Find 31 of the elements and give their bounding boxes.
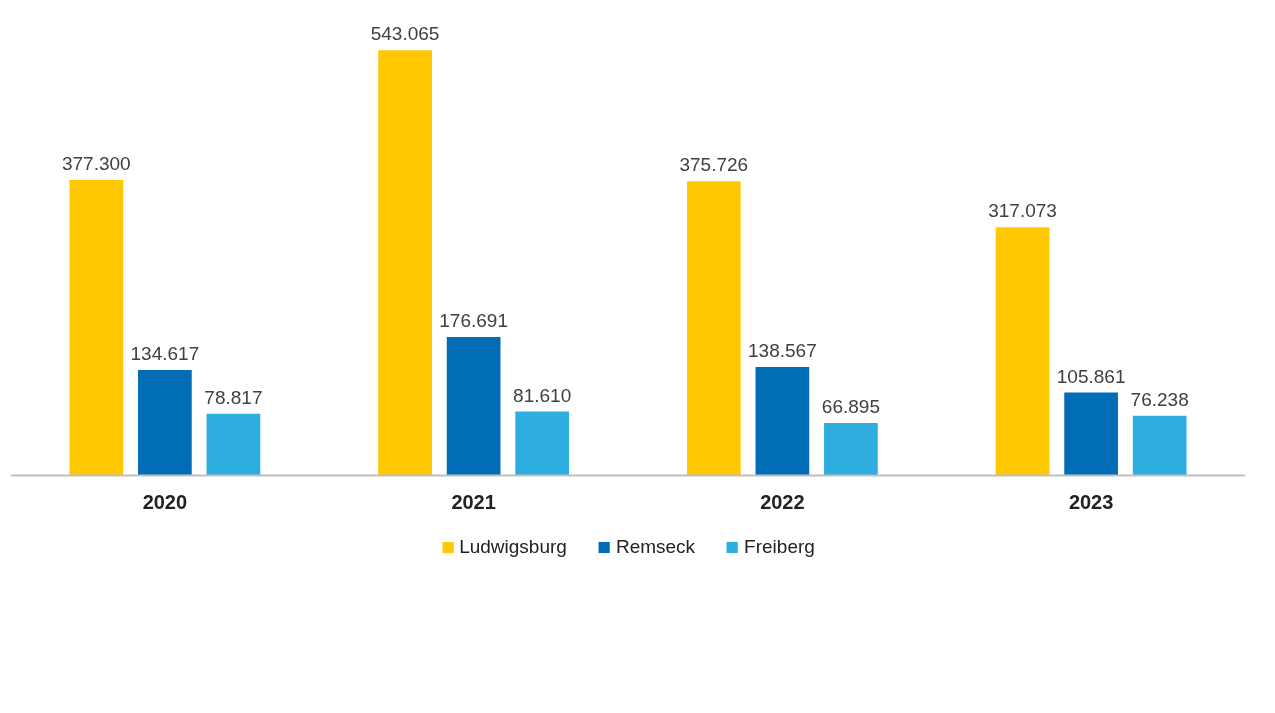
legend-label: Freiberg [744,536,815,558]
data-label: 76.238 [1130,388,1189,410]
bar [824,423,878,476]
bar [69,180,124,476]
bar [446,337,501,476]
bar [138,370,192,476]
bar [755,366,810,476]
bar [686,181,741,476]
bar [515,411,570,476]
bar [206,413,261,476]
x-tick-label: 2023 [1068,491,1114,514]
x-tick-label: 2022 [760,491,805,514]
data-label: 317.073 [988,200,1057,222]
data-label: 176.691 [439,310,508,332]
bar [378,50,432,476]
x-tick-label: 2021 [451,491,496,514]
legend-label: Remseck [615,536,696,558]
data-label: 105.861 [1056,365,1126,387]
data-label: 543.065 [370,23,440,45]
data-label: 377.300 [61,153,131,175]
data-label: 375.726 [679,154,749,176]
bar [1064,392,1118,476]
legend-label: Ludwigsburg [459,536,567,558]
x-tick-label: 2020 [142,491,188,514]
data-label: 134.617 [130,343,200,365]
bar [995,227,1050,476]
data-label: 138.567 [748,339,817,361]
data-label: 78.817 [204,386,263,408]
data-label: 66.895 [821,396,880,418]
bar [1132,415,1187,476]
data-label: 81.610 [513,384,572,406]
